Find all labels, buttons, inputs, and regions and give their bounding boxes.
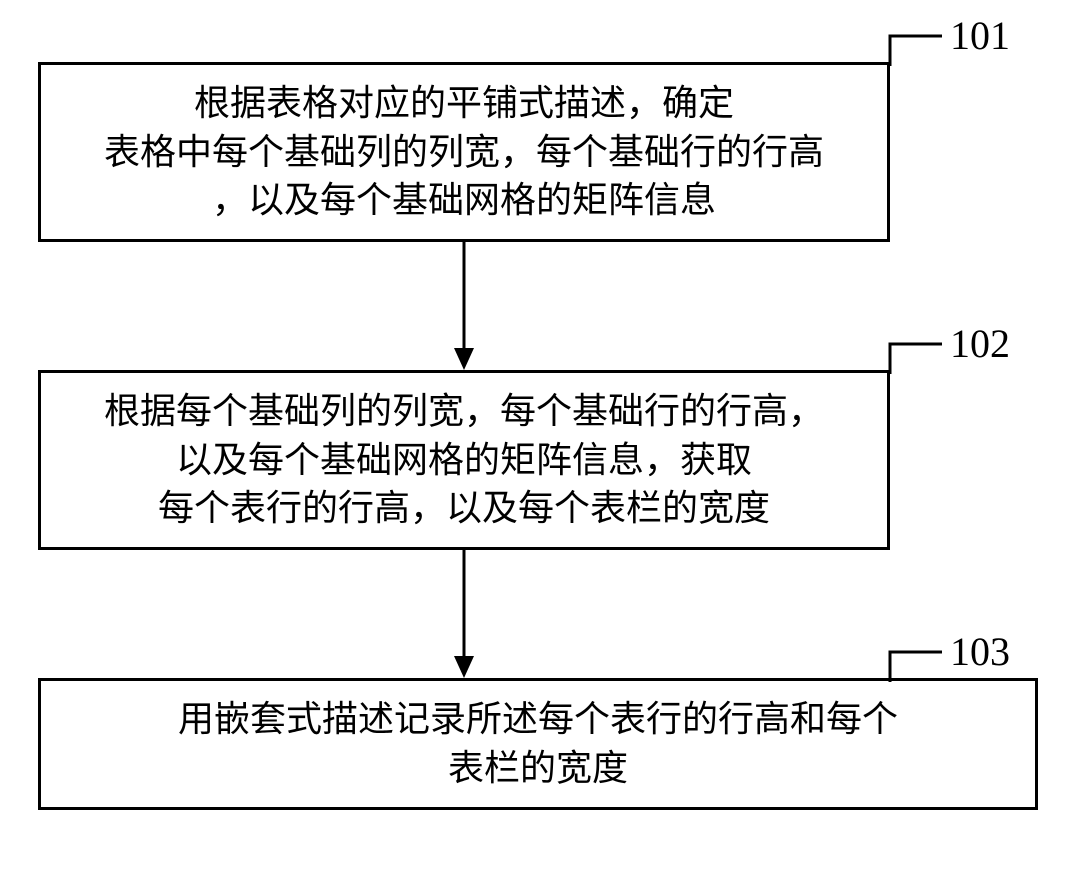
leader-101 [890,36,942,66]
flowchart-node-102-text: 根据每个基础列的列宽，每个基础行的行高， 以及每个基础网格的矩阵信息，获取 每个… [104,387,824,533]
flowchart-node-102-label: 102 [950,320,1010,367]
flowchart-node-103: 用嵌套式描述记录所述每个表行的行高和每个 表栏的宽度 [38,678,1038,810]
flowchart-node-103-label: 103 [950,628,1010,675]
flowchart-node-101: 根据表格对应的平铺式描述，确定 表格中每个基础列的列宽，每个基础行的行高 ，以及… [38,62,890,242]
leader-102 [890,344,942,374]
flowchart-node-103-text: 用嵌套式描述记录所述每个表行的行高和每个 表栏的宽度 [178,695,898,792]
edge-102-to-103 [454,550,474,678]
edge-101-to-102 [454,242,474,370]
flowchart-node-101-text: 根据表格对应的平铺式描述，确定 表格中每个基础列的列宽，每个基础行的行高 ，以及… [104,79,824,225]
flowchart-canvas: 根据表格对应的平铺式描述，确定 表格中每个基础列的列宽，每个基础行的行高 ，以及… [0,0,1083,888]
flowchart-node-101-label: 101 [950,12,1010,59]
flowchart-node-102: 根据每个基础列的列宽，每个基础行的行高， 以及每个基础网格的矩阵信息，获取 每个… [38,370,890,550]
